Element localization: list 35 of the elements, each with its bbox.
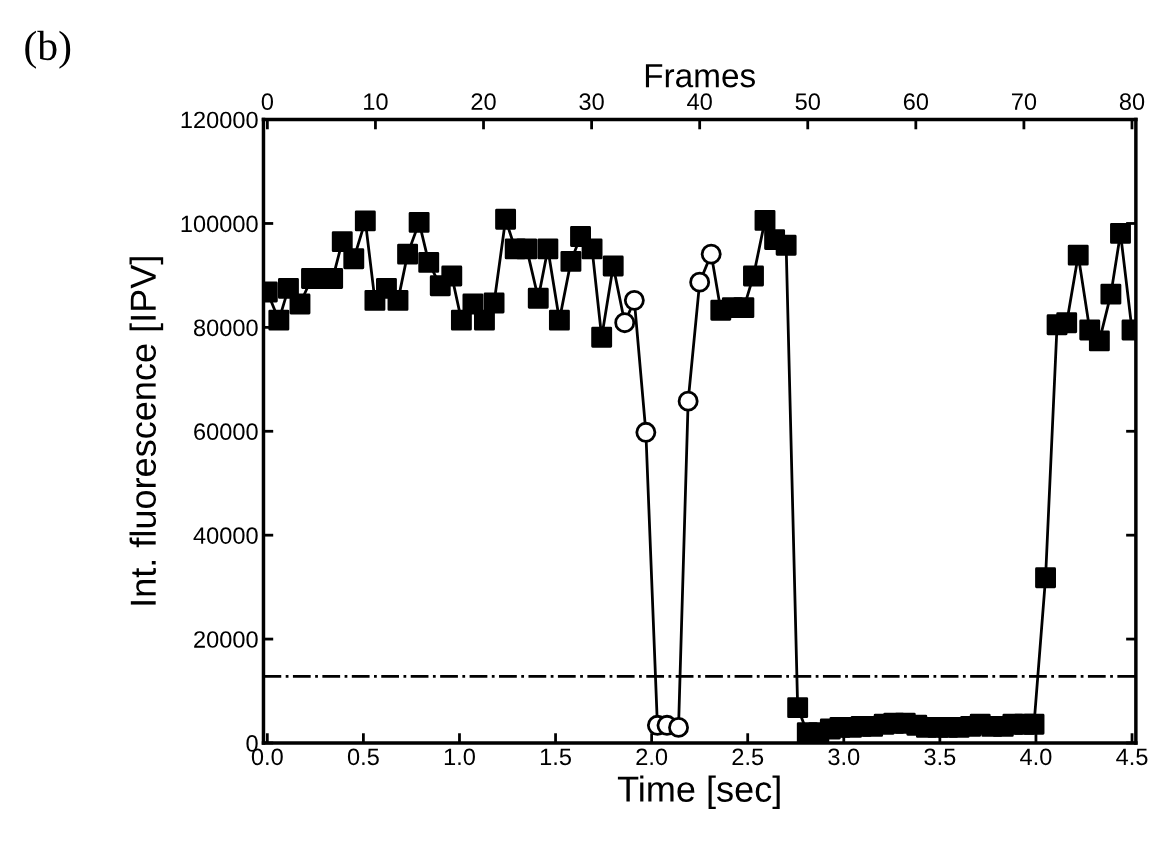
x2-tick-label: 60 bbox=[903, 93, 929, 111]
y-tick-label: 80000 bbox=[193, 319, 258, 337]
y-axis-title: Int. fluorescence [IPV] bbox=[129, 257, 164, 605]
point bbox=[689, 271, 711, 293]
x2-tick-label: 50 bbox=[795, 93, 820, 111]
point bbox=[614, 312, 636, 334]
point bbox=[668, 716, 689, 738]
y-tick-label: 60000 bbox=[194, 423, 258, 441]
y-tick-label: 20000 bbox=[194, 631, 258, 648]
x-tick-label: 0.5 bbox=[347, 748, 379, 766]
x2-tick-label: 0 bbox=[261, 93, 274, 111]
x-tick-label: 4.5 bbox=[1116, 748, 1148, 766]
x2-axis-title: Frames bbox=[645, 64, 755, 88]
x-tick-label: 1.0 bbox=[444, 748, 475, 766]
x2-tick-label: 40 bbox=[687, 93, 712, 111]
x-tick-label: 2.0 bbox=[636, 748, 668, 766]
x-tick-label: 4.0 bbox=[1020, 748, 1052, 766]
point bbox=[623, 289, 645, 311]
point bbox=[700, 243, 722, 265]
y-tick-label: 120000 bbox=[181, 111, 258, 129]
y-tick-label: 100000 bbox=[181, 215, 258, 233]
point bbox=[677, 390, 699, 412]
point bbox=[635, 421, 657, 443]
x2-tick-label: 10 bbox=[364, 93, 388, 111]
x-tick-label: 2.5 bbox=[732, 748, 764, 766]
x2-tick-label: 20 bbox=[471, 93, 496, 111]
x2-tick-label: 70 bbox=[1011, 93, 1037, 111]
text: (b) bbox=[25, 30, 71, 69]
x-tick-label: 1.5 bbox=[540, 748, 571, 766]
x2-tick-label: 30 bbox=[579, 93, 604, 111]
y-tick-label: 40000 bbox=[193, 527, 258, 544]
x2-tick-label: 80 bbox=[1119, 93, 1145, 111]
x-tick-label: 3.0 bbox=[828, 748, 860, 766]
x-tick-label: 3.5 bbox=[924, 748, 956, 766]
x-axis-title: Time [sec] bbox=[617, 775, 780, 810]
